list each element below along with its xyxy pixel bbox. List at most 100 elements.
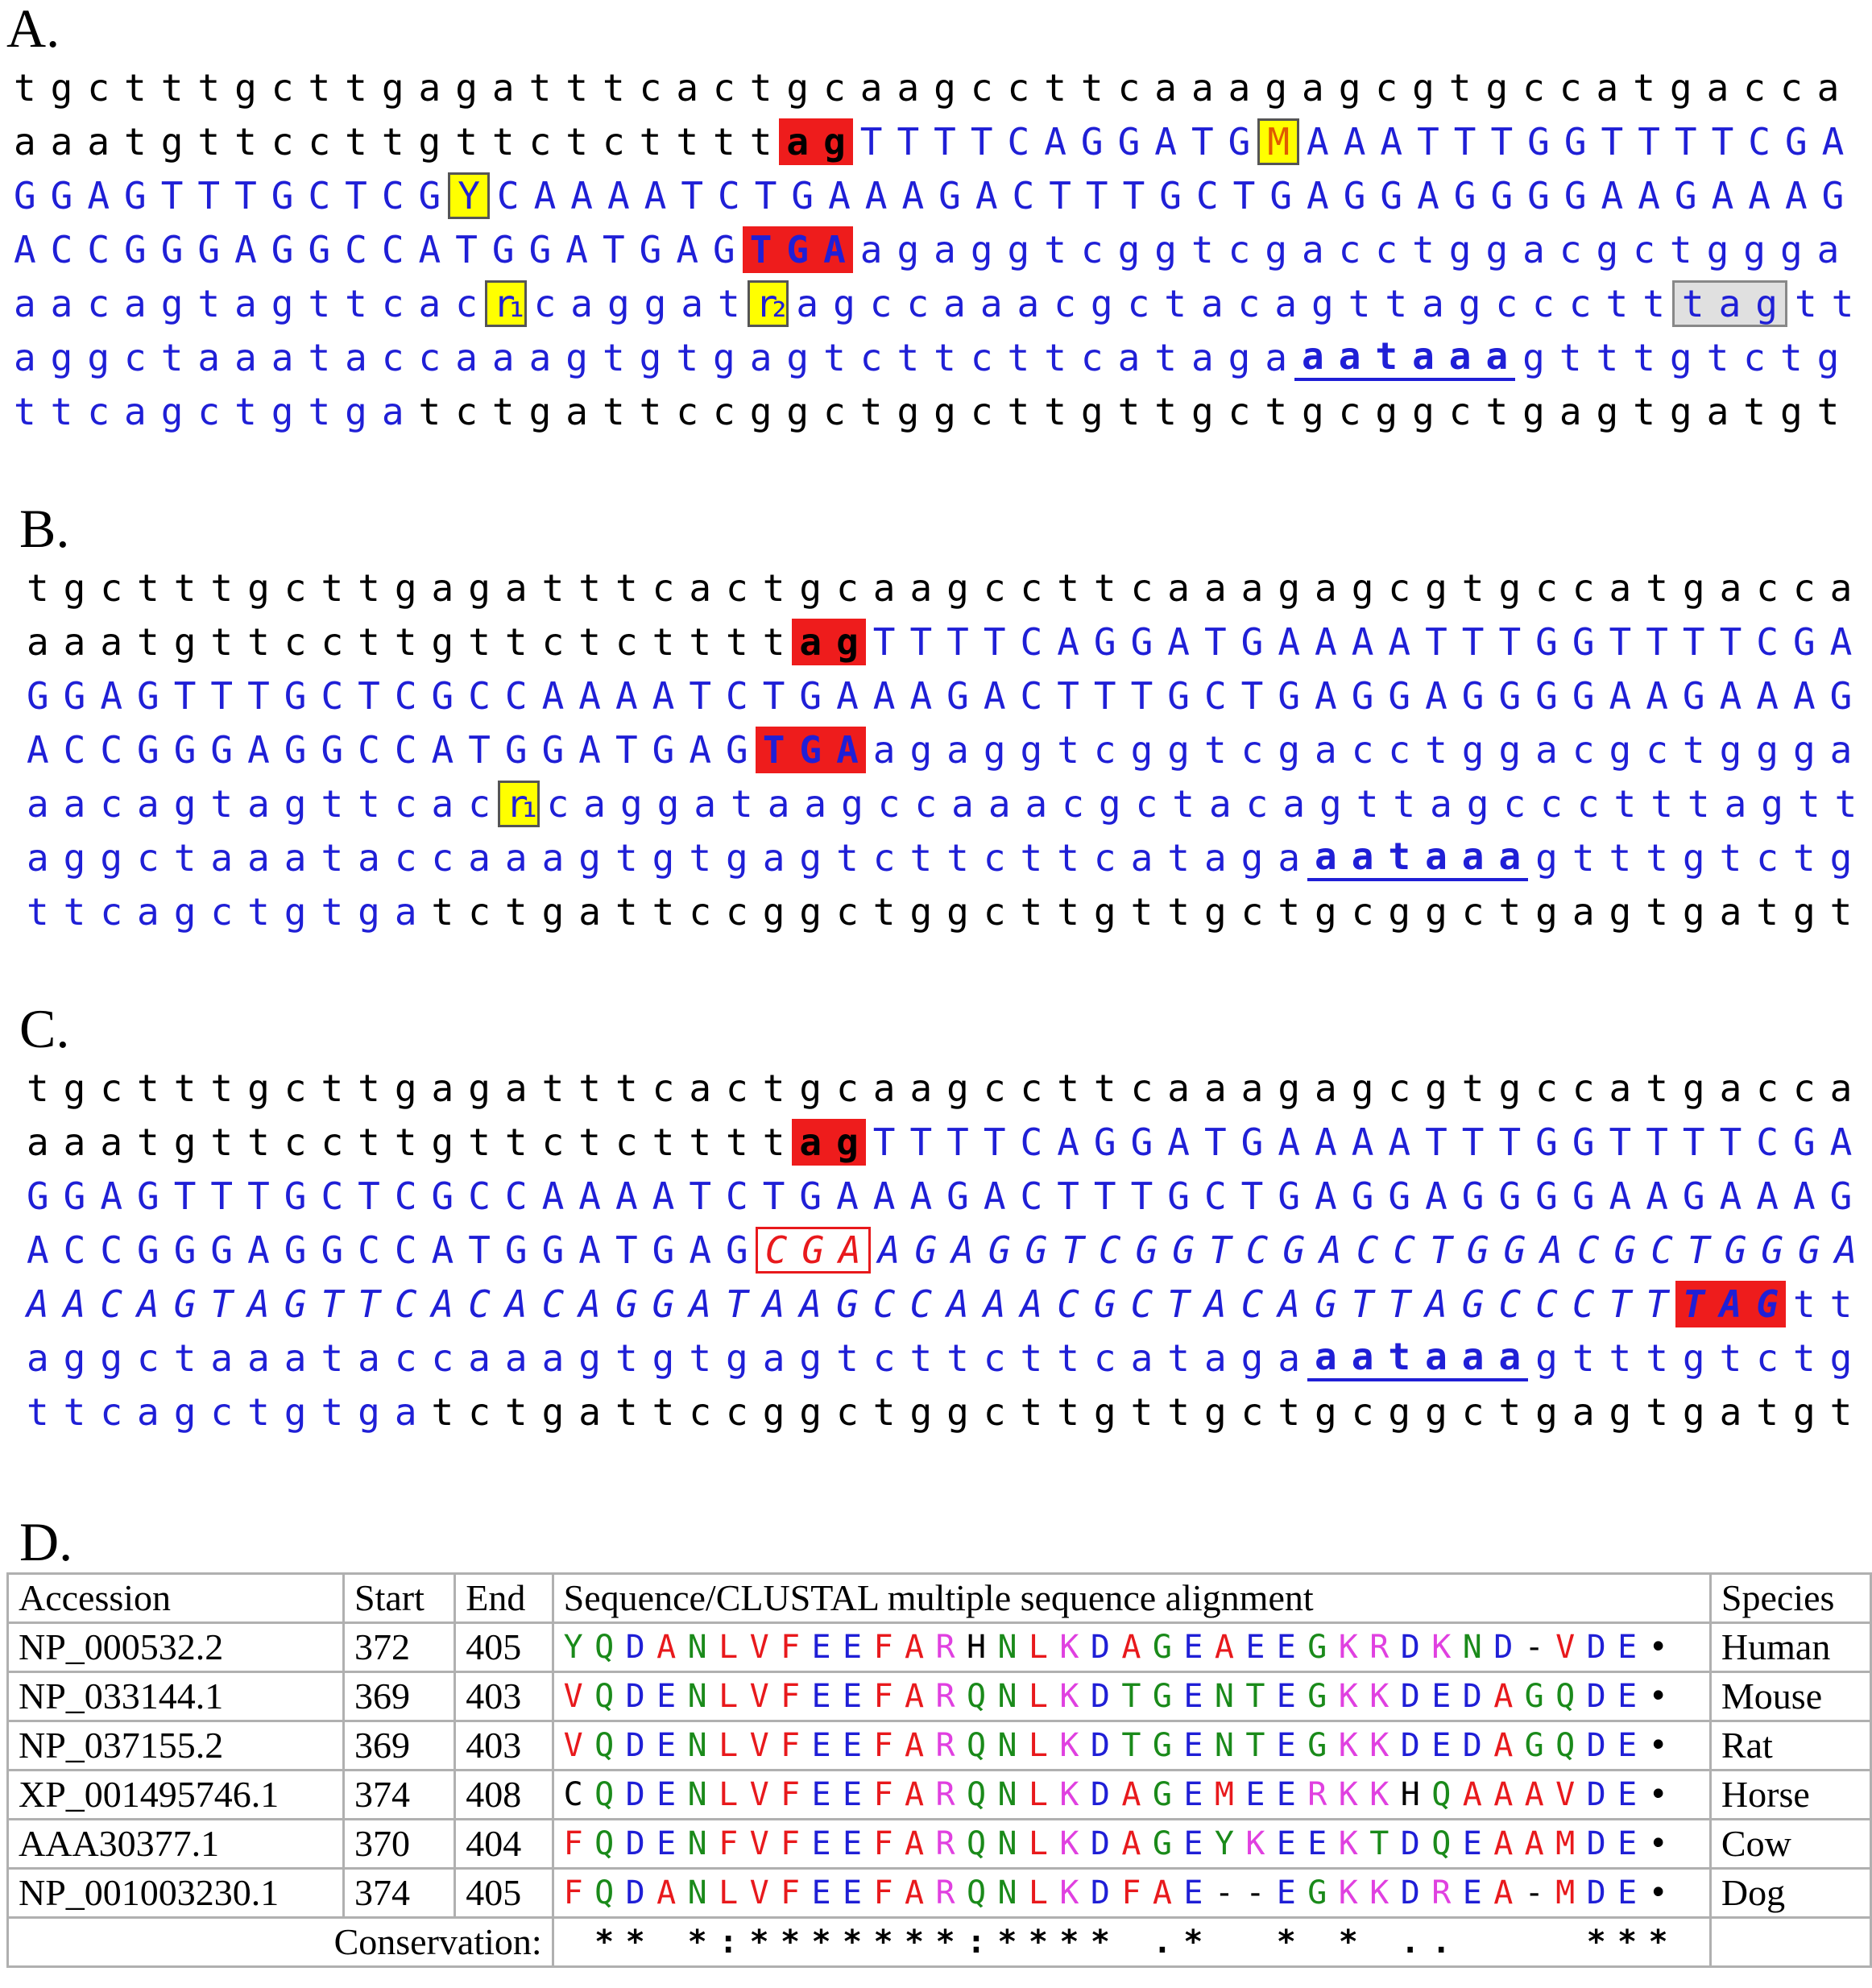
residue: K <box>1431 1629 1463 1666</box>
base: T <box>1609 1120 1632 1164</box>
base: T <box>468 727 491 772</box>
residue: F <box>563 1825 595 1862</box>
base: g <box>358 889 380 934</box>
base: c <box>836 1066 859 1110</box>
base: t <box>308 389 331 433</box>
base: A <box>1203 1282 1227 1326</box>
base: g <box>1154 227 1177 271</box>
base: G <box>173 1228 197 1272</box>
data-row: AAA30377.1 370 404 FQDENFVFEEFARQNLKDAGEYKE… <box>6 1818 1872 1870</box>
base: G <box>63 1174 86 1218</box>
residue: K <box>1338 1629 1370 1666</box>
base: a <box>1274 281 1298 325</box>
residue: L <box>719 1678 750 1715</box>
base: c <box>1375 65 1398 110</box>
base: G <box>418 173 441 217</box>
base: a <box>1351 1334 1374 1378</box>
base: g <box>823 119 846 164</box>
base: T <box>1425 619 1447 664</box>
base: g <box>607 281 630 325</box>
residue: E <box>811 1874 843 1911</box>
base: c <box>1535 1066 1558 1110</box>
base: t <box>358 619 380 664</box>
base: t <box>1461 1066 1485 1110</box>
base: c <box>431 1336 454 1380</box>
base: g <box>284 1390 307 1434</box>
residue: G <box>1524 1727 1556 1764</box>
base: t <box>491 119 515 164</box>
base: t <box>578 1120 601 1164</box>
base: G <box>1240 1120 1264 1164</box>
sequence-segment: r₂ <box>747 280 790 327</box>
base: T <box>681 173 704 217</box>
sequence-cell: VQDENLVFEEFARQNLKDTGENTEGKKDEDAGQDE• <box>551 1671 1712 1722</box>
base: g <box>897 389 920 433</box>
base: A <box>1609 1174 1632 1218</box>
base: g <box>528 389 552 433</box>
residue: N <box>687 1825 719 1862</box>
base: A <box>1834 1228 1858 1272</box>
residue: Q <box>1431 1825 1463 1862</box>
base: T <box>909 1120 933 1164</box>
base: A <box>87 173 110 217</box>
base: t <box>1057 1066 1079 1110</box>
base: c <box>652 565 675 610</box>
residue: E <box>843 1678 874 1715</box>
base: g <box>394 1066 417 1110</box>
base: A <box>100 673 123 718</box>
residue: A <box>904 1678 936 1715</box>
base: G <box>173 1282 197 1326</box>
base: a <box>26 835 49 880</box>
base: t <box>1572 835 1595 880</box>
table-cell: Cow <box>1708 1818 1872 1870</box>
base: g <box>1375 389 1398 433</box>
base: G <box>1172 1228 1195 1272</box>
base: t <box>173 1066 197 1110</box>
base: A <box>975 173 998 217</box>
base: T <box>345 173 367 217</box>
base: G <box>615 1282 638 1326</box>
residue: - <box>1524 1629 1556 1666</box>
base: G <box>1572 1174 1595 1218</box>
base: c <box>983 1066 1006 1110</box>
base: a <box>26 1120 49 1164</box>
residue: K <box>1059 1776 1091 1813</box>
base: t <box>1057 1390 1079 1434</box>
base: G <box>946 1174 969 1218</box>
base: t <box>872 889 896 934</box>
base: g <box>1351 565 1374 610</box>
residue: E <box>1431 1678 1463 1715</box>
base: C <box>1572 1282 1595 1326</box>
base: t <box>504 889 528 934</box>
base: G <box>50 173 73 217</box>
base: a <box>1559 389 1582 433</box>
base: c <box>983 1390 1006 1434</box>
base: a <box>1315 834 1337 878</box>
base: c <box>1338 389 1361 433</box>
residue: A <box>656 1874 688 1911</box>
base: a <box>909 1066 933 1110</box>
base: a <box>1203 1066 1227 1110</box>
base: g <box>541 889 565 934</box>
base: a <box>1130 1336 1153 1380</box>
base: a <box>694 781 717 826</box>
base: T <box>1498 619 1522 664</box>
base: g <box>713 335 735 379</box>
base: t <box>1498 1390 1522 1434</box>
base: t <box>565 65 588 110</box>
base: t <box>345 65 367 110</box>
sequence-line: a a c a g t a g t t c a c r₁ c a g g a t a a g c c a a a c g c t a c a g t t a… <box>19 777 1864 830</box>
base: c <box>859 335 883 379</box>
base: T <box>1417 119 1439 164</box>
base: A <box>578 673 601 718</box>
base: t <box>1797 781 1820 826</box>
residue: E <box>1183 1678 1215 1715</box>
base: A <box>578 1282 601 1326</box>
residue: • <box>1648 1825 1680 1862</box>
